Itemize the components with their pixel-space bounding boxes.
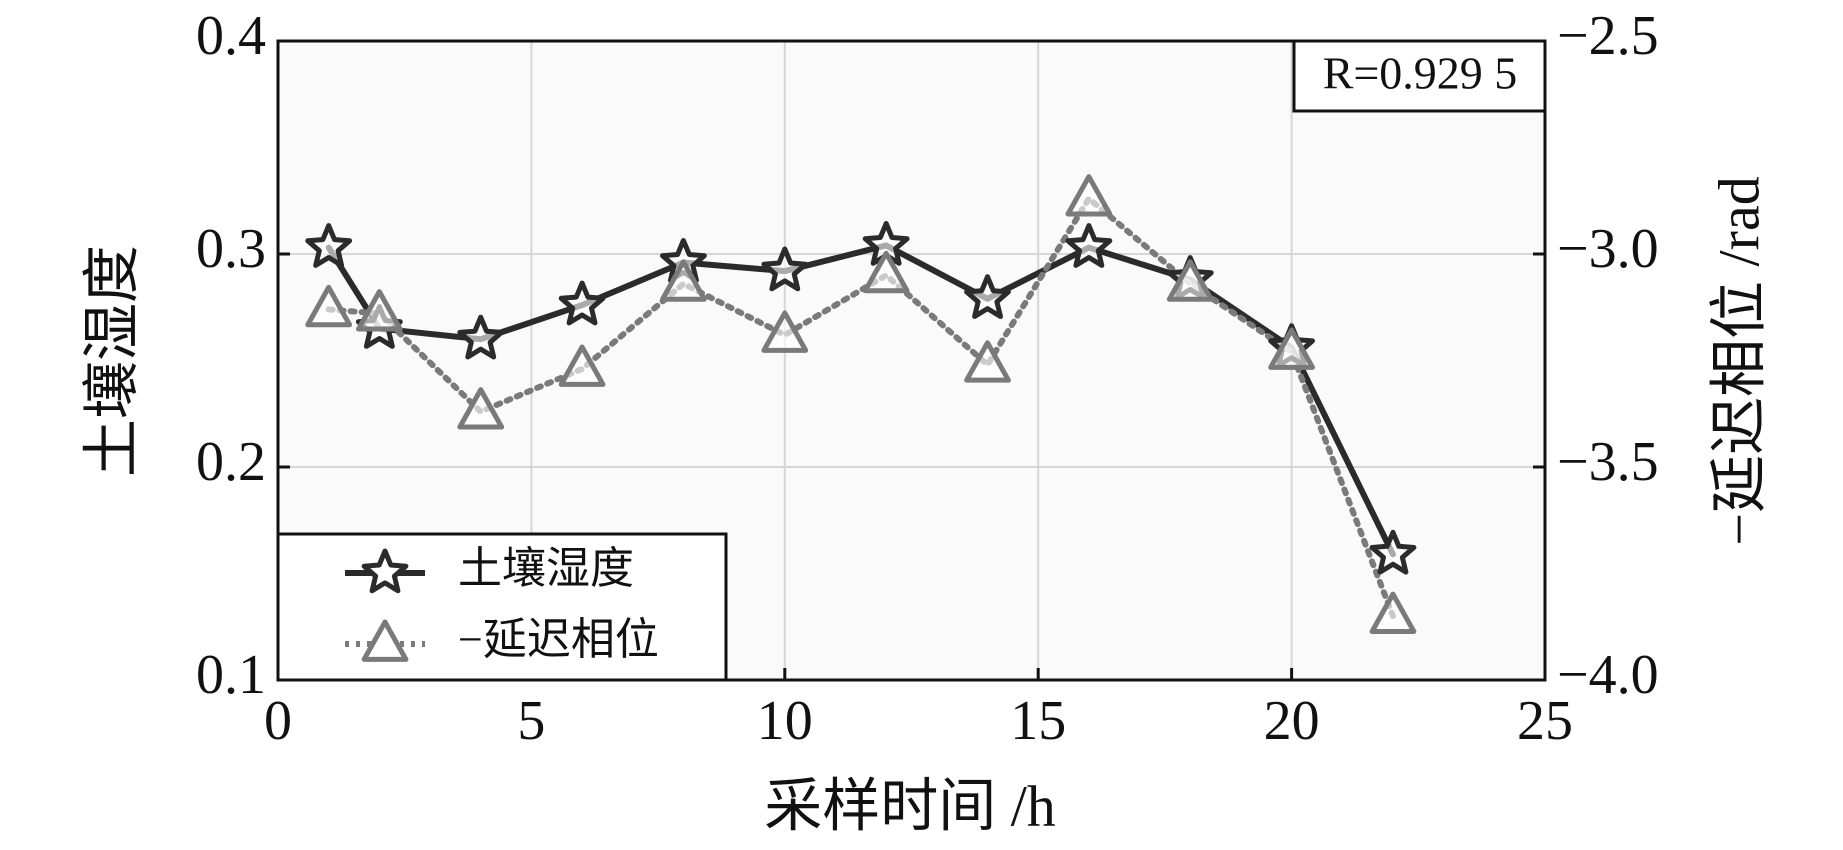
data-point [1268,327,1315,370]
data-point [761,310,809,353]
plot-frame [276,39,1547,682]
data-point [660,259,707,302]
data-point [1065,223,1113,268]
data-point [1369,591,1417,634]
y2-tick-label: −2.5 [1557,5,1659,67]
y2-tick-label: −4.0 [1557,644,1659,706]
y-tick-label: 0.4 [196,5,266,67]
y2-tick-label: −3.0 [1557,218,1659,280]
x-tick-label: 25 [1517,690,1573,752]
data-point [862,250,910,294]
x-tick-label: 5 [517,690,545,752]
x-tick-label: 10 [757,690,813,752]
data-point [964,340,1011,383]
legend-label: −延迟相位 [458,615,659,664]
data-point [1369,529,1417,575]
x-tick-label: 15 [1010,690,1066,752]
annotation-box [1292,39,1547,113]
data-point [558,344,606,387]
legend-marker [361,548,409,594]
legend-marker [361,619,409,662]
x-tick-label: 20 [1264,690,1320,752]
legend-label: 土壤湿度 [458,544,634,593]
y-tick-label: 0.2 [196,431,266,493]
data-point [558,280,606,326]
y-tick-label: 0.1 [196,644,266,706]
x-axis-label: 采样时间 /h [764,773,1056,838]
y2-axis-label: −延迟相位 /rad [1706,176,1771,545]
y-axis-label: 土壤湿度 [79,245,144,477]
data-point [1065,174,1113,217]
x-tick-label: 0 [264,690,292,752]
data-point [305,223,353,268]
annotation: R=0.929 5 [1323,48,1518,99]
data-point [457,387,505,430]
data-point [761,246,809,292]
legend-box [276,532,728,682]
data-point [355,289,403,332]
data-point [964,274,1011,319]
data-point [305,284,353,328]
data-point [457,314,505,360]
y-tick-label: 0.3 [196,218,266,280]
data-point [1166,259,1214,302]
y2-tick-label: −3.5 [1557,431,1659,493]
